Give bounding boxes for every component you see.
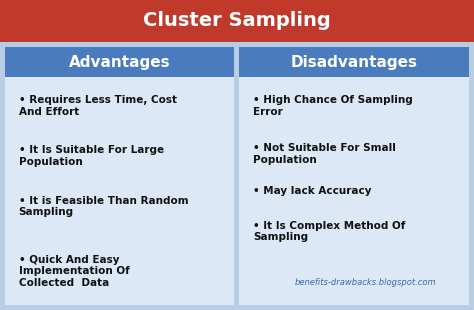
Text: Advantages: Advantages xyxy=(69,55,170,69)
Text: • It is Feasible Than Random
Sampling: • It is Feasible Than Random Sampling xyxy=(19,196,188,217)
Text: • Requires Less Time, Cost
And Effort: • Requires Less Time, Cost And Effort xyxy=(19,95,177,117)
Text: • Quick And Easy
Implementation Of
Collected  Data: • Quick And Easy Implementation Of Colle… xyxy=(19,255,129,288)
Text: • Not Suitable For Small
Population: • Not Suitable For Small Population xyxy=(253,143,396,165)
Text: • It Is Suitable For Large
Population: • It Is Suitable For Large Population xyxy=(19,145,164,167)
Text: • It Is Complex Method Of
Sampling: • It Is Complex Method Of Sampling xyxy=(253,221,405,242)
Text: • May lack Accuracy: • May lack Accuracy xyxy=(253,186,371,197)
Text: Cluster Sampling: Cluster Sampling xyxy=(143,11,331,30)
Text: Disadvantages: Disadvantages xyxy=(291,55,418,69)
Text: benefits-drawbacks.blogspot.com: benefits-drawbacks.blogspot.com xyxy=(295,278,436,287)
Text: • High Chance Of Sampling
Error: • High Chance Of Sampling Error xyxy=(253,95,412,117)
